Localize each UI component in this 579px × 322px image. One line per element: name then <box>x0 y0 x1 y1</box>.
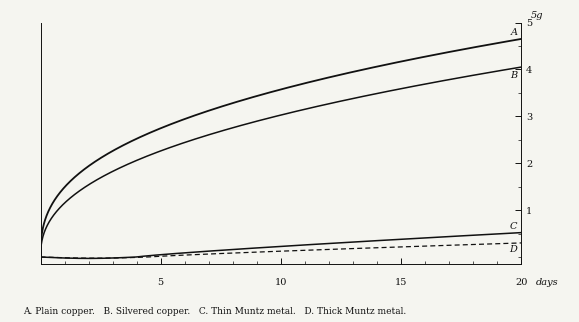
Text: 15: 15 <box>395 278 407 287</box>
Text: D: D <box>510 245 518 254</box>
Text: 5g: 5g <box>531 11 543 20</box>
Text: 5: 5 <box>157 278 164 287</box>
Text: C: C <box>510 222 518 231</box>
Text: A. Plain copper.   B. Silvered copper.   C. Thin Muntz metal.   D. Thick Muntz m: A. Plain copper. B. Silvered copper. C. … <box>23 307 406 316</box>
Text: 20: 20 <box>515 278 527 287</box>
Text: B: B <box>510 71 518 80</box>
Text: 10: 10 <box>274 278 287 287</box>
Text: days: days <box>536 278 558 287</box>
Text: A: A <box>511 28 518 37</box>
